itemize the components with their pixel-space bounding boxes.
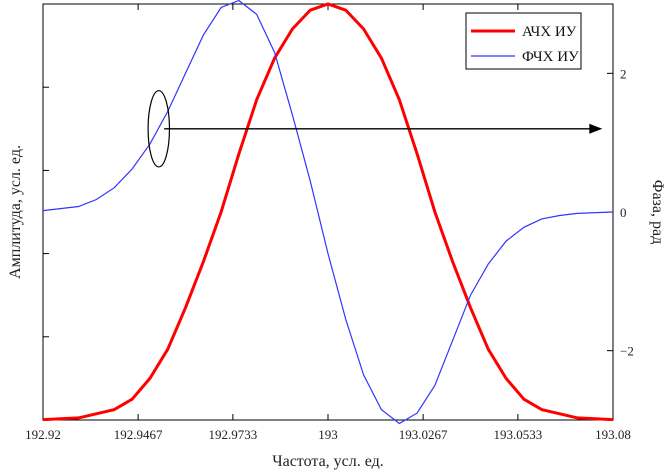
x-tick-label: 193.08 <box>595 427 631 442</box>
x-axis-title: Частота, усл. ед. <box>272 453 384 470</box>
legend-label-phase: ФЧХ ИУ <box>522 49 579 65</box>
right-tick-label: 0 <box>620 205 627 220</box>
right-tick-label: −2 <box>620 344 634 359</box>
x-tick-label: 193.0267 <box>399 427 448 442</box>
right-tick-label: 2 <box>620 66 627 81</box>
right-axis-tick-labels: −2 0 2 <box>620 66 634 358</box>
legend-box <box>465 12 582 70</box>
left-axis-title: Амплитуда, усл. ед. <box>7 145 24 279</box>
legend: АЧХ ИУ ФЧХ ИУ <box>465 12 582 70</box>
x-tick-label: 193.0533 <box>494 427 543 442</box>
x-axis-tick-labels: 192.92 192.9467 192.9733 193 193.0267 193.053… <box>25 427 631 442</box>
x-tick-label: 192.9467 <box>114 427 163 442</box>
right-axis-title: Фаза, рад <box>649 180 666 244</box>
annotation-arrowhead <box>589 123 603 134</box>
x-tick-label: 192.9733 <box>209 427 258 442</box>
series-line-amplitude <box>42 2 614 422</box>
left-axis-ticks <box>43 86 49 338</box>
x-tick-label: 193 <box>318 427 338 442</box>
x-tick-label: 192.92 <box>25 427 61 442</box>
legend-label-amplitude: АЧХ ИУ <box>522 24 577 40</box>
series-line-phase <box>42 0 614 425</box>
